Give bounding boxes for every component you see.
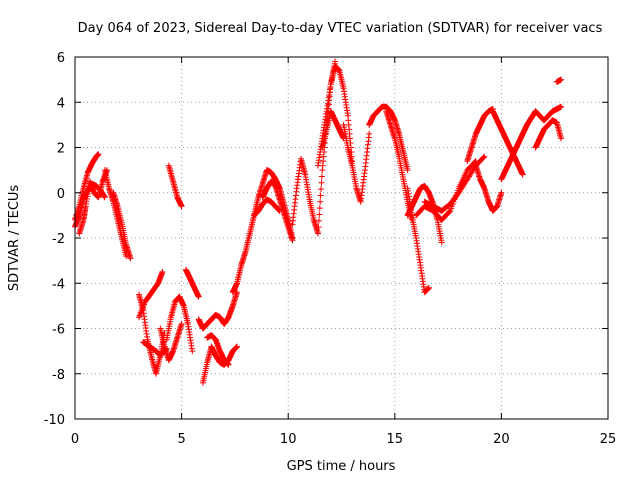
markers-track-5 [110,189,134,262]
markers-track-16 [229,167,270,296]
series-track-13 [195,289,240,332]
series-track-9 [157,321,185,364]
markers-track-13 [195,289,240,332]
markers-track-19 [259,178,296,244]
data-points [72,58,565,386]
axis-ticks: 0 5 10 15 20 25 -10 -8 -6 -4 -2 0 2 4 6 [44,51,617,447]
series-track-17 [251,196,283,219]
series-track-28 [413,158,479,223]
markers-track-10 [163,293,196,355]
x-tick-label: 25 [600,432,617,447]
series-track-36 [553,76,565,85]
markers-track-28 [413,158,479,223]
x-tick-label: 10 [280,432,297,447]
markers-track-36 [553,76,565,85]
series-track-10 [163,293,196,355]
series-track-15 [204,332,232,368]
markers-track-9 [157,321,185,364]
y-tick-label: -8 [52,368,65,383]
y-tick-label: 2 [57,142,65,157]
series-track-22 [319,108,347,151]
series-track-30 [464,106,496,165]
markers-track-30 [464,106,496,165]
markers-track-7 [136,268,166,321]
y-tick-label: 0 [57,187,65,202]
markers-track-17 [251,196,283,219]
series-track-34 [532,103,565,124]
series-track-19 [259,178,296,244]
markers-track-24 [366,103,411,174]
markers-track-15 [204,332,232,368]
markers-track-35 [532,117,565,151]
markers-track-34 [532,103,565,124]
markers-track-3 [76,167,110,237]
x-tick-label: 5 [177,432,185,447]
markers-track-11 [165,162,185,210]
y-tick-label: -4 [52,277,65,292]
y-axis-label: SDTVAR / TECUs [7,185,22,292]
series-track-29 [421,153,488,214]
y-tick-label: -10 [44,413,65,428]
series-track-35 [532,117,565,151]
y-tick-label: -2 [52,232,65,247]
series-track-11 [165,162,185,210]
markers-track-22 [319,108,347,151]
y-tick-label: -6 [52,323,65,338]
y-tick-label: 6 [57,51,65,66]
markers-track-26 [404,185,432,296]
markers-track-31 [472,162,505,214]
markers-track-33 [498,108,539,183]
x-tick-label: 20 [493,432,510,447]
series-track-5 [110,189,134,262]
series-track-26 [404,185,432,296]
series-track-16 [229,167,270,296]
series-track-33 [498,108,539,183]
series-track-3 [76,167,110,237]
series-track-24 [366,103,411,174]
x-tick-label: 0 [71,432,79,447]
markers-track-21 [315,63,356,169]
series-track-31 [472,162,505,214]
x-axis-label: GPS time / hours [287,459,396,474]
markers-track-12 [182,266,202,300]
series-track-21 [315,63,356,169]
markers-track-23 [340,121,373,205]
series-track-7 [136,268,166,321]
y-tick-label: 4 [57,96,65,111]
series-track-12 [182,266,202,300]
chart-title: Day 064 of 2023, Sidereal Day-to-day VTE… [78,21,603,36]
x-tick-label: 15 [387,432,404,447]
markers-track-29 [421,153,488,214]
series-track-23 [340,121,373,205]
